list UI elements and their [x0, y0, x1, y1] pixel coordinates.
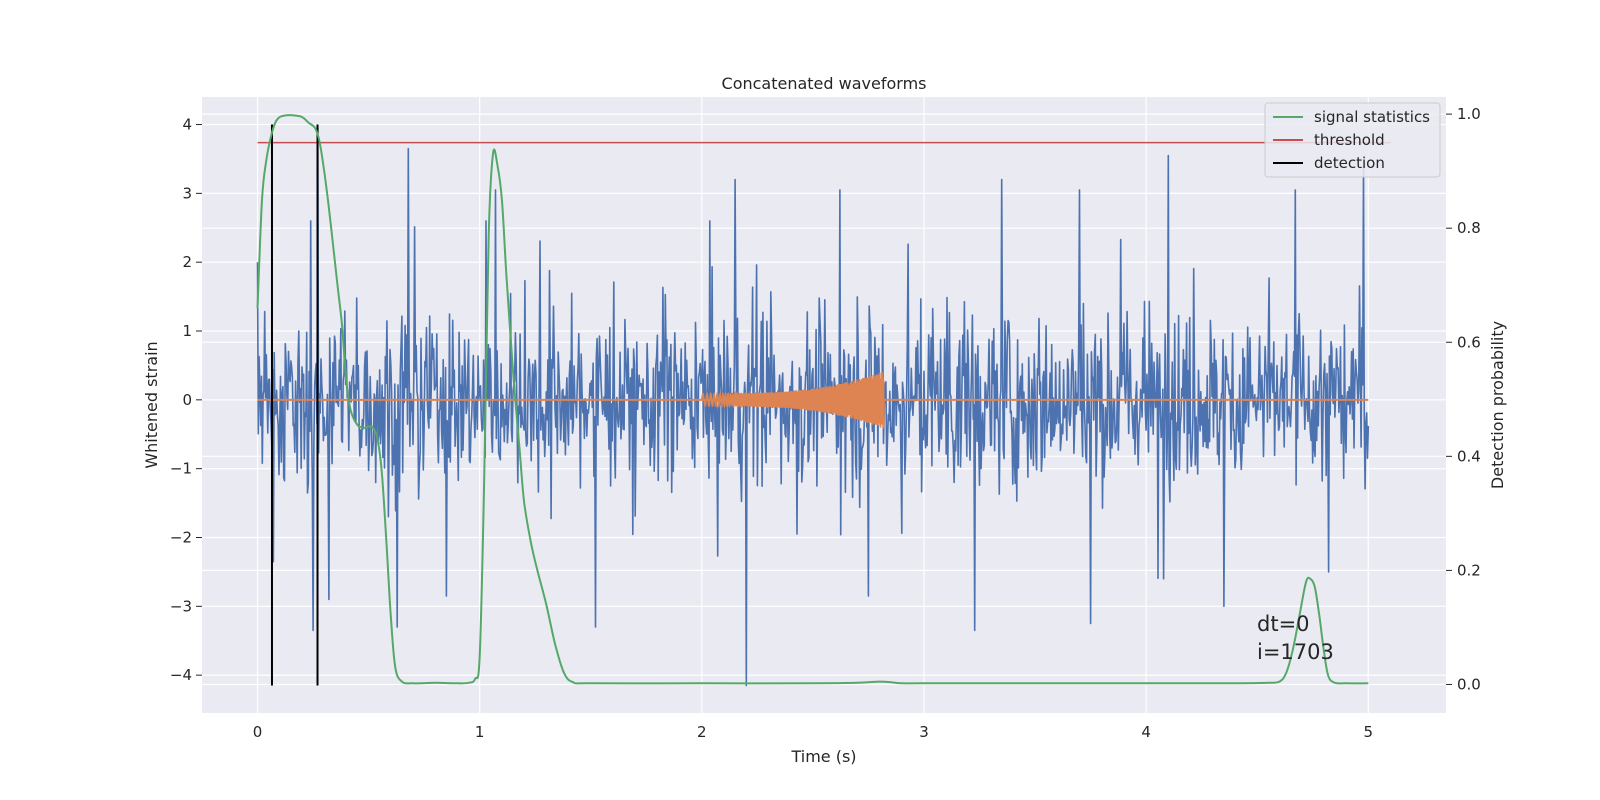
plot-area — [256, 114, 1391, 687]
y-right-tick-label: 0.0 — [1457, 675, 1481, 693]
y-tick-label: −1 — [170, 460, 192, 478]
legend-label-detection: detection — [1314, 154, 1385, 172]
y-tick-label: −3 — [170, 597, 192, 615]
legend: signal statistics threshold detection — [1264, 102, 1441, 178]
annotation-dt: dt=0 — [1257, 612, 1310, 636]
y-tick-label: 0 — [182, 391, 192, 409]
y-axis-label: Whitened strain — [142, 341, 161, 468]
strain-noise-line — [256, 127, 1370, 687]
x-tick-label: 2 — [697, 723, 707, 741]
x-tick-label: 3 — [919, 723, 929, 741]
legend-label-threshold: threshold — [1314, 131, 1385, 149]
x-tick-label: 4 — [1141, 723, 1151, 741]
y-axis-right-label: Detection probability — [1488, 321, 1507, 489]
injection-chirp-line — [701, 372, 885, 429]
x-tick-label: 1 — [475, 723, 485, 741]
annotation-i: i=1703 — [1257, 640, 1334, 664]
x-tick-label: 0 — [253, 723, 263, 741]
y-tick-label: 2 — [182, 253, 192, 271]
axes-ticks: 0 1 2 3 4 5 −4 −3 −2 −1 0 1 2 3 4 0.0 0.2 0.4 0.6 0.8 1.0 — [170, 105, 1481, 741]
x-axis-label: Time (s) — [790, 747, 856, 766]
chart-title: Concatenated waveforms — [722, 74, 927, 93]
y-right-tick-label: 0.2 — [1457, 561, 1481, 579]
y-right-tick-label: 0.4 — [1457, 447, 1481, 465]
legend-box — [1264, 102, 1441, 178]
y-tick-label: 1 — [182, 322, 192, 340]
y-right-tick-label: 0.6 — [1457, 333, 1481, 351]
legend-label-signal-statistics: signal statistics — [1314, 108, 1430, 126]
y-tick-label: −4 — [170, 666, 192, 684]
y-tick-label: 4 — [182, 116, 192, 134]
signal-statistics-line — [256, 114, 1369, 685]
y-tick-label: 3 — [182, 184, 192, 202]
y-right-tick-label: 0.8 — [1457, 219, 1481, 237]
y-tick-label: −2 — [170, 528, 192, 546]
x-tick-label: 5 — [1363, 723, 1373, 741]
y-right-tick-label: 1.0 — [1457, 105, 1481, 123]
